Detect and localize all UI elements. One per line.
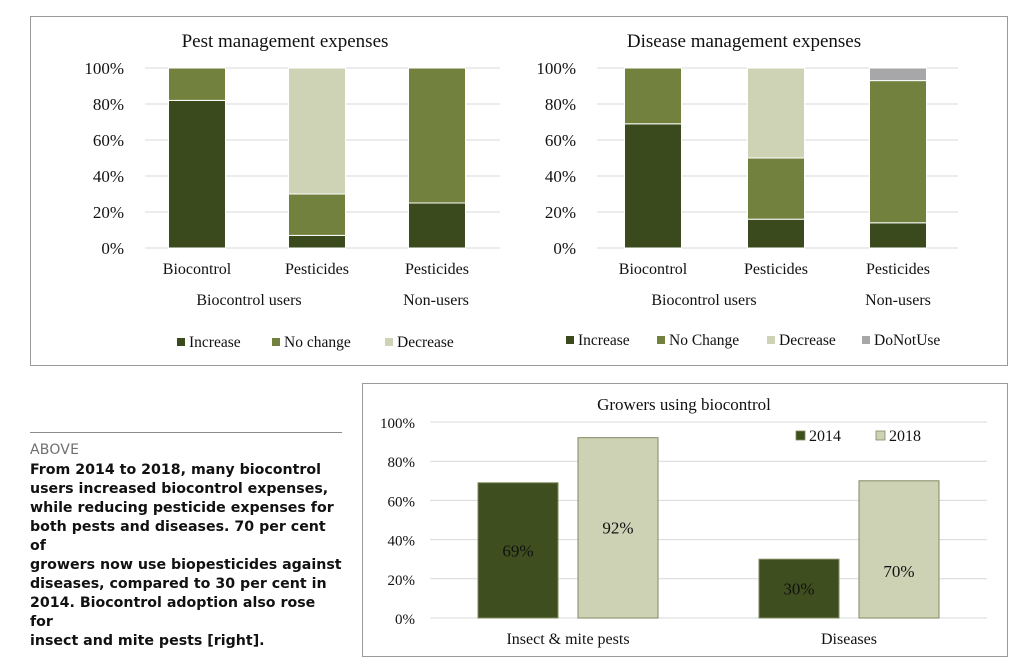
x-group-label: Biocontrol users bbox=[196, 292, 301, 309]
x-category-label: Pesticides bbox=[744, 261, 808, 278]
bar-segment bbox=[408, 202, 466, 249]
caption-line: both pests and diseases. 70 per cent of bbox=[30, 519, 326, 554]
legend-swatch bbox=[272, 338, 280, 346]
bar-segment bbox=[869, 67, 927, 82]
chart-title: Disease management expenses bbox=[627, 31, 861, 52]
x-category-label: Biocontrol bbox=[619, 261, 688, 278]
legend-swatch bbox=[566, 336, 574, 344]
y-tick-label: 20% bbox=[545, 203, 576, 222]
x-category-label: Pesticides bbox=[866, 261, 930, 278]
x-category-label: Pesticides bbox=[405, 261, 469, 278]
y-tick-label: 100% bbox=[84, 59, 124, 78]
bar bbox=[577, 437, 659, 619]
legend-label: Decrease bbox=[779, 332, 836, 349]
caption-body: From 2014 to 2018, many biocontrol users… bbox=[30, 461, 342, 651]
caption-above-label: ABOVE bbox=[30, 442, 80, 458]
y-tick-label: 80% bbox=[545, 95, 576, 114]
bar-segment bbox=[624, 67, 682, 125]
y-tick-label: 20% bbox=[388, 573, 416, 589]
y-tick-label: 40% bbox=[545, 167, 576, 186]
y-tick-label: 0% bbox=[395, 612, 415, 628]
bar-segment bbox=[288, 193, 346, 236]
caption-line: while reducing pesticide expenses for bbox=[30, 500, 334, 516]
y-tick-label: 0% bbox=[101, 239, 124, 258]
legend-label: Increase bbox=[189, 334, 241, 351]
bar-segment bbox=[747, 67, 805, 159]
bar-segment bbox=[288, 67, 346, 195]
growers-panel bbox=[362, 383, 1008, 657]
expenses-panel bbox=[30, 16, 1008, 366]
y-tick-label: 60% bbox=[93, 131, 124, 150]
bar-segment bbox=[408, 67, 466, 204]
bar-segment bbox=[624, 123, 682, 249]
legend-swatch bbox=[875, 430, 886, 441]
y-tick-label: 100% bbox=[536, 59, 576, 78]
caption-line: insect and mite pests [right]. bbox=[30, 633, 265, 649]
y-tick-label: 20% bbox=[93, 203, 124, 222]
x-group-label: Non-users bbox=[403, 292, 469, 309]
caption-line: diseases, compared to 30 per cent in bbox=[30, 576, 327, 592]
bar-segment bbox=[168, 99, 226, 249]
caption-line: 2014. Biocontrol adoption also rose for bbox=[30, 595, 316, 630]
legend-swatch bbox=[767, 336, 775, 344]
x-category-label: Insect & mite pests bbox=[506, 631, 629, 648]
data-label: 70% bbox=[883, 562, 914, 581]
x-group-label: Biocontrol users bbox=[651, 292, 756, 309]
y-tick-label: 0% bbox=[553, 239, 576, 258]
legend-label: 2014 bbox=[809, 428, 841, 445]
bar-segment bbox=[869, 80, 927, 224]
legend-label: 2018 bbox=[889, 428, 921, 445]
y-tick-label: 40% bbox=[93, 167, 124, 186]
data-label: 69% bbox=[502, 541, 533, 560]
y-tick-label: 80% bbox=[388, 455, 416, 471]
bar bbox=[758, 558, 840, 619]
data-label: 30% bbox=[783, 580, 814, 599]
caption-line: users increased biocontrol expenses, bbox=[30, 481, 329, 497]
caption-line: growers now use biopesticides against bbox=[30, 557, 342, 573]
legend-label: Decrease bbox=[397, 334, 454, 351]
x-category-label: Diseases bbox=[821, 631, 877, 648]
y-tick-label: 60% bbox=[545, 131, 576, 150]
bar bbox=[477, 482, 559, 619]
legend-label: No Change bbox=[669, 332, 739, 349]
chart-title: Pest management expenses bbox=[182, 31, 389, 52]
y-tick-label: 60% bbox=[388, 494, 416, 510]
bar-segment bbox=[869, 222, 927, 249]
legend-label: No change bbox=[284, 334, 351, 351]
bar bbox=[858, 480, 940, 619]
bar-segment bbox=[288, 234, 346, 249]
bar-segment bbox=[747, 218, 805, 249]
legend-label: Increase bbox=[578, 332, 630, 349]
caption: ABOVE From 2014 to 2018, many biocontrol… bbox=[30, 432, 342, 651]
y-tick-label: 80% bbox=[93, 95, 124, 114]
bar-segment bbox=[747, 157, 805, 220]
legend-swatch bbox=[862, 336, 870, 344]
legend-label: DoNotUse bbox=[874, 332, 940, 349]
x-category-label: Biocontrol bbox=[163, 261, 232, 278]
legend-swatch bbox=[385, 338, 393, 346]
caption-line: From 2014 to 2018, many biocontrol bbox=[30, 462, 322, 478]
x-group-label: Non-users bbox=[865, 292, 931, 309]
legend-swatch bbox=[177, 338, 185, 346]
y-tick-label: 40% bbox=[388, 534, 416, 550]
y-tick-label: 100% bbox=[380, 416, 415, 432]
x-category-label: Pesticides bbox=[285, 261, 349, 278]
caption-divider bbox=[30, 432, 342, 433]
chart-title: Growers using biocontrol bbox=[597, 395, 771, 414]
legend-swatch bbox=[795, 430, 806, 441]
bar-segment bbox=[168, 67, 226, 101]
data-label: 92% bbox=[602, 519, 633, 538]
legend-swatch bbox=[657, 336, 665, 344]
